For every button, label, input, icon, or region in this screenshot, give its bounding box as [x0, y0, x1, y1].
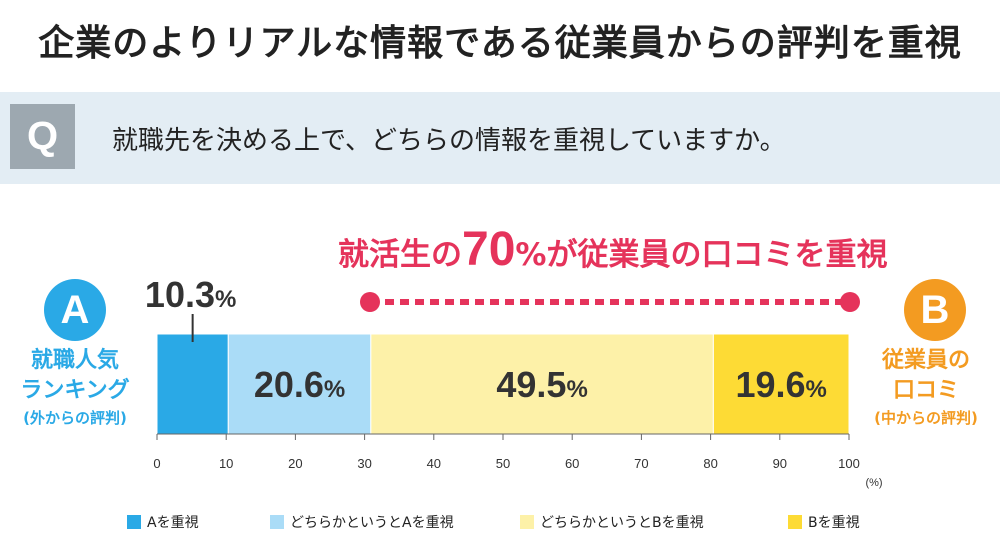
legend-label-3: どちらかというとBを重視: [540, 515, 704, 531]
legend-label-2: どちらかというとAを重視: [290, 515, 454, 531]
side-a-badge: A: [44, 279, 106, 341]
x-axis-tick-label-3: 30: [357, 456, 371, 471]
side-b-label: 従業員の 口コミ (中からの評判): [852, 346, 1000, 430]
bar-value-label-2: 20.6%: [254, 364, 345, 405]
bar-value-label-1: 10.3%: [145, 274, 236, 315]
x-axis-tick-label-2: 20: [288, 456, 302, 471]
x-axis-tick-label-9: 90: [773, 456, 787, 471]
x-axis-unit: (%): [865, 477, 882, 489]
side-a-line1: 就職人気: [30, 348, 119, 373]
legend-swatch-4: [788, 515, 802, 529]
bar-value-label-3: 49.5%: [496, 364, 587, 405]
bar-segment-4: [712, 333, 850, 435]
chart-legend: Aを重視 どちらかというとAを重視 どちらかというとBを重視 Bを重視: [0, 512, 1000, 536]
question-bar: Q 就職先を決める上で、どちらの情報を重視していますか。: [0, 92, 1000, 184]
page-title: 企業のよりリアルな情報である従業員からの評判を重視: [38, 23, 962, 64]
legend-swatch-3: [520, 515, 534, 529]
legend-swatch-1: [127, 515, 141, 529]
side-b-line2: 口コミ: [892, 378, 959, 403]
x-axis-tick-label-0: 0: [153, 456, 160, 471]
headline-number: 70: [462, 223, 516, 276]
legend-label-1: Aを重視: [147, 515, 199, 531]
x-axis-tick-label-6: 60: [565, 456, 579, 471]
side-b-line1: 従業員の: [881, 348, 970, 373]
headline-prefix: 就活生の: [338, 237, 462, 273]
headline-suffix: %が従業員の口コミを重視: [515, 237, 888, 273]
headline-dot-end: [840, 292, 860, 312]
legend-item-4: Bを重視: [788, 512, 860, 532]
legend-item-3: どちらかというとBを重視: [520, 512, 704, 532]
side-a-label: 就職人気 ランキング (外からの評判): [0, 346, 150, 430]
x-axis-tick-label-10: 100: [838, 456, 860, 471]
legend-swatch-2: [270, 515, 284, 529]
bar-value-label-4: 19.6%: [735, 364, 826, 405]
bar-segment-1: [156, 333, 229, 435]
question-badge: Q: [10, 104, 75, 169]
side-a-line2: ランキング: [20, 378, 130, 403]
legend-label-4: Bを重視: [808, 515, 860, 531]
bar-segment-2: [227, 333, 372, 435]
side-b-line3: (中からの評判): [874, 409, 978, 427]
question-text: 就職先を決める上で、どちらの情報を重視していますか。: [112, 126, 786, 156]
headline: 就活生の70%が従業員の口コミを重視: [338, 222, 887, 277]
x-axis-tick-label-1: 10: [219, 456, 233, 471]
legend-item-2: どちらかというとAを重視: [270, 512, 454, 532]
x-axis-tick-label-8: 80: [703, 456, 717, 471]
side-b-badge: B: [904, 279, 966, 341]
stacked-bar-chart: 10.3% 20.6% 49.5% 19.6% 0 10 20 30 40 50 60 70 80 90 1…: [145, 274, 883, 489]
headline-dot-start: [360, 292, 380, 312]
bar-segment-3: [370, 333, 714, 435]
x-axis-tick-label-7: 70: [634, 456, 648, 471]
side-a-line3: (外からの評判): [23, 409, 127, 427]
x-axis-tick-label-5: 50: [496, 456, 510, 471]
x-axis-tick-label-4: 40: [427, 456, 441, 471]
legend-item-1: Aを重視: [127, 512, 199, 532]
